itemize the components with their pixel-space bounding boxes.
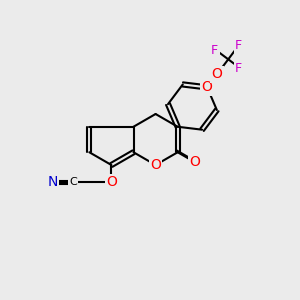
Text: O: O bbox=[212, 67, 223, 81]
Text: O: O bbox=[190, 155, 201, 169]
Text: O: O bbox=[106, 176, 117, 189]
Text: F: F bbox=[235, 39, 242, 52]
Text: O: O bbox=[202, 80, 213, 94]
Text: N: N bbox=[47, 176, 58, 189]
Text: C: C bbox=[69, 177, 77, 188]
Text: O: O bbox=[150, 158, 161, 172]
Text: F: F bbox=[235, 62, 242, 75]
Text: F: F bbox=[211, 44, 218, 57]
Text: O: O bbox=[189, 155, 200, 169]
